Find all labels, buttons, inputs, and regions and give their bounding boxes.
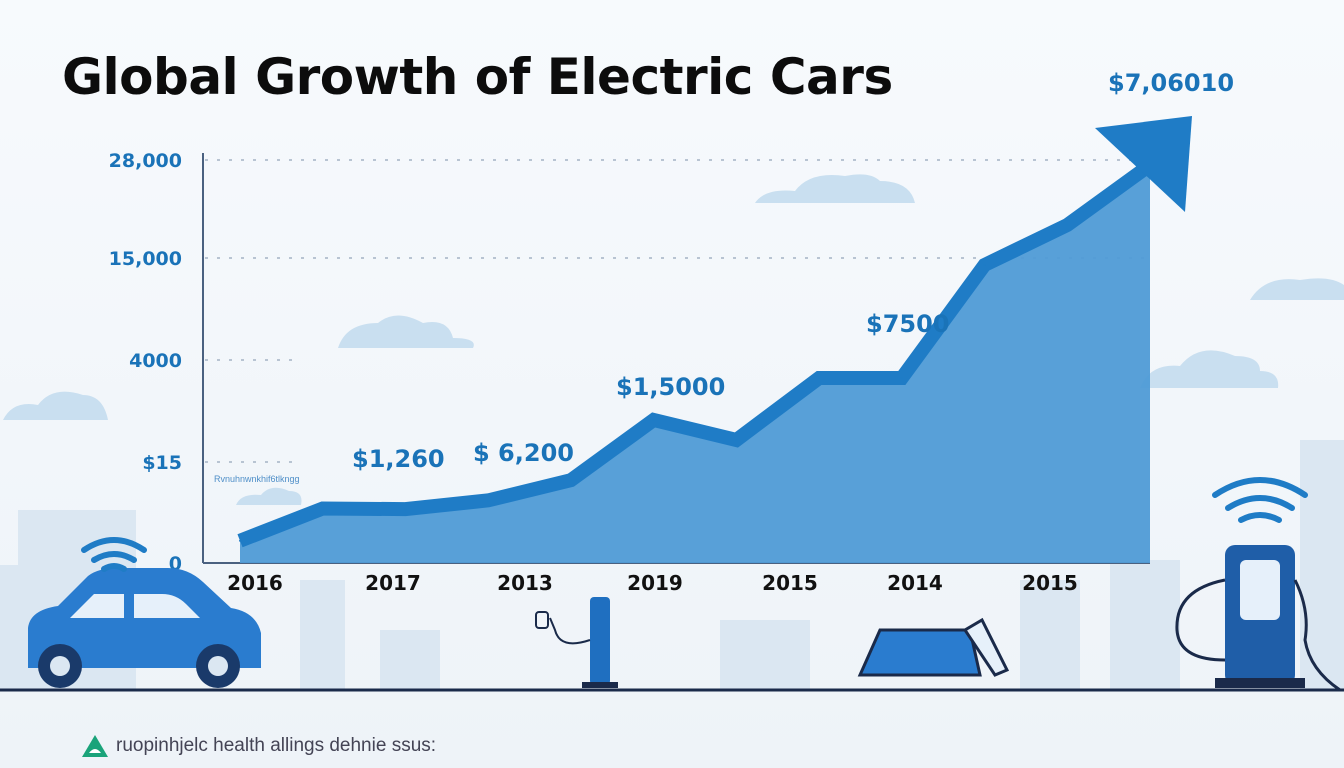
data-point xyxy=(569,479,572,482)
x-tick-label: 2015 xyxy=(762,571,818,595)
data-point xyxy=(818,376,821,379)
data-point xyxy=(1066,223,1069,226)
car-icon xyxy=(28,568,261,688)
footer-text: ruopinhjelc health allings dehnie ssus: xyxy=(116,735,437,756)
grid xyxy=(205,159,1145,463)
chart-title: Global Growth of Electric Cars xyxy=(62,48,893,106)
data-point xyxy=(404,508,407,511)
y-tick-label: 15,000 xyxy=(109,248,182,270)
data-point xyxy=(321,507,324,510)
data-point xyxy=(735,438,738,441)
trend-arrow-head xyxy=(1095,116,1192,212)
x-tick-label: 2016 xyxy=(227,571,283,595)
data-point xyxy=(652,418,655,421)
charging-station-icon xyxy=(1175,545,1341,692)
series-line xyxy=(237,159,1155,548)
y-tick-label: 4000 xyxy=(129,350,182,372)
wifi-icon xyxy=(81,537,147,572)
battery-icon xyxy=(857,617,1010,677)
x-tick-label: 2015 xyxy=(1022,571,1078,595)
data-point xyxy=(239,539,241,542)
data-point xyxy=(487,499,490,502)
y-tick-label: $15 xyxy=(142,452,182,474)
data-point xyxy=(983,264,986,267)
footer-note: ruopinhjelc health allings dehnie ssus: xyxy=(80,733,436,759)
wifi-icon xyxy=(1212,477,1308,523)
data-point xyxy=(900,376,903,379)
small-note: Rvnuhnwnkhif6tlkngg xyxy=(214,474,300,484)
charging-station-icon xyxy=(535,597,618,688)
warning-triangle-icon xyxy=(82,735,108,757)
series-area xyxy=(240,164,1150,564)
y-tick-label: 28,000 xyxy=(109,150,182,172)
clouds xyxy=(3,174,1344,505)
x-tick-label: 2017 xyxy=(365,571,421,595)
data-label: $7,06010 xyxy=(1108,69,1234,97)
data-label: $7500 xyxy=(866,310,950,338)
x-tick-label: 2014 xyxy=(887,571,943,595)
data-label: $1,5000 xyxy=(616,373,725,401)
data-label: $ 6,200 xyxy=(473,439,574,467)
x-ticks: 2016 2017 2013 2019 2015 2014 2015 xyxy=(227,571,1078,595)
x-tick-label: 2013 xyxy=(497,571,553,595)
data-label: $1,260 xyxy=(352,445,445,473)
x-tick-label: 2019 xyxy=(627,571,683,595)
data-labels: $1,260 $ 6,200 $1,5000 $7500 $7,06010 xyxy=(352,69,1234,473)
